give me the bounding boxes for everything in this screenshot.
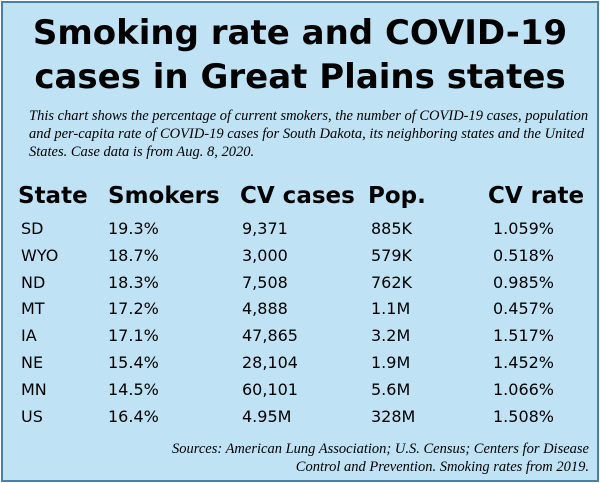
cell-ne-cv-cases: 28,104 (242, 353, 298, 372)
column-header-pop: Pop. (368, 183, 426, 209)
cell-ia-cv-cases: 47,865 (242, 326, 298, 346)
chart-title: Smoking rate and COVID-19 cases in Great… (3, 11, 597, 99)
cell-mt-pop: 1.1M (371, 299, 411, 319)
cell-nd-state: ND (21, 272, 46, 292)
cell-nd-cv-cases: 7,508 (242, 272, 288, 292)
column-header-smokers: Smokers (108, 183, 220, 209)
column-header-cv-cases: CV cases (240, 183, 355, 209)
cell-ne-state: NE (21, 353, 44, 372)
cell-nd-cv-rate: 0.985% (493, 272, 555, 292)
cell-mn-smokers: 14.5% (108, 379, 159, 399)
cell-mt-smokers: 17.2% (108, 299, 159, 319)
cell-ia-state: IA (21, 326, 37, 346)
cell-wyo-state: WYO (21, 245, 59, 265)
sources-note: Sources: American Lung Association; U.S.… (172, 441, 589, 475)
cell-mn-cv-cases: 60,101 (242, 379, 298, 399)
title-line-1: Smoking rate and COVID-19 (32, 13, 568, 53)
cell-sd-cv-cases: 9,371 (242, 219, 288, 238)
cell-wyo-cv-rate: 0.518% (493, 245, 555, 265)
cell-nd-pop: 762K (371, 272, 413, 292)
cell-us-pop: 328M (371, 406, 416, 426)
cell-ia-smokers: 17.1% (108, 326, 159, 346)
cell-ia-pop: 3.2M (371, 326, 411, 346)
cell-mt-cv-cases: 4,888 (242, 299, 288, 319)
column-header-cv-rate: CV rate (488, 183, 585, 209)
cell-mn-pop: 5.6M (371, 379, 411, 399)
cell-us-cv-rate: 1.508% (493, 406, 555, 426)
cell-mt-state: MT (21, 299, 45, 319)
cell-us-cv-cases: 4.95M (242, 406, 292, 426)
cell-mn-cv-rate: 1.066% (493, 379, 555, 399)
cell-mn-state: MN (21, 379, 47, 399)
cell-wyo-cv-cases: 3,000 (242, 245, 288, 265)
cell-sd-pop: 885K (371, 219, 413, 238)
cell-us-smokers: 16.4% (108, 406, 159, 426)
cell-wyo-pop: 579K (371, 245, 413, 265)
column-header-state: State (18, 183, 88, 209)
cell-nd-smokers: 18.3% (108, 272, 159, 292)
cell-sd-cv-rate: 1.059% (493, 219, 555, 238)
chart-description: This chart shows the percentage of curre… (29, 108, 589, 160)
cell-ne-cv-rate: 1.452% (493, 353, 555, 372)
cell-sd-smokers: 19.3% (108, 219, 159, 238)
cell-mt-cv-rate: 0.457% (493, 299, 555, 319)
cell-sd-state: SD (21, 219, 44, 238)
cell-ia-cv-rate: 1.517% (493, 326, 555, 346)
cell-ne-pop: 1.9M (371, 353, 411, 372)
cell-ne-smokers: 15.4% (108, 353, 159, 372)
cell-wyo-smokers: 18.7% (108, 245, 159, 265)
cell-us-state: US (21, 406, 43, 426)
title-line-2: cases in Great Plains states (34, 57, 566, 97)
